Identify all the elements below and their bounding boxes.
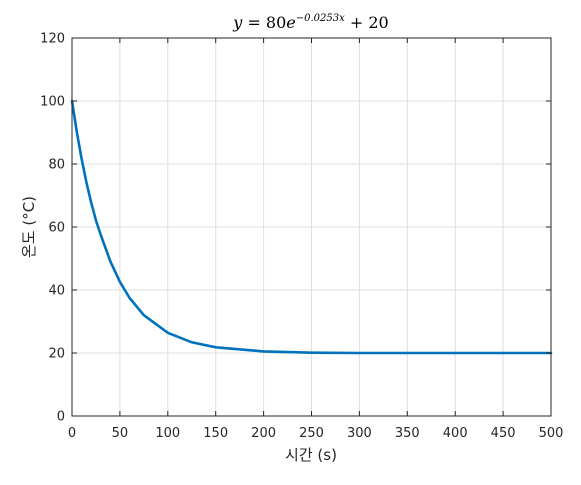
series-layer xyxy=(70,99,553,355)
y-tick-label: 0 xyxy=(57,410,65,425)
x-tick-label: 450 xyxy=(491,426,516,441)
y-tick-label: 60 xyxy=(48,221,65,236)
title-constant: 20 xyxy=(368,13,388,32)
x-tick-label: 400 xyxy=(443,426,468,441)
x-tick-label: 200 xyxy=(251,426,276,441)
title-coefficient: 80 xyxy=(266,13,286,32)
y-tick-label: 40 xyxy=(48,284,65,299)
title-plus: + xyxy=(345,13,369,32)
x-tick-label: 0 xyxy=(68,426,76,441)
y-tick-label: 80 xyxy=(48,158,65,173)
chart-title: y = 80e−0.0253x + 20 xyxy=(232,13,388,32)
y-tick-label: 20 xyxy=(48,347,65,362)
y-axis-label: 온도 (°C) xyxy=(20,196,38,258)
x-tick-label: 100 xyxy=(155,426,180,441)
ticks: 0 50 100 150 200 250 300 350 400 450 500 0 20 40 60 80 1… xyxy=(40,32,563,442)
title-equals: = xyxy=(242,13,266,32)
x-tick-label: 150 xyxy=(203,426,228,441)
x-tick-label: 350 xyxy=(395,426,420,441)
series-line xyxy=(70,99,553,355)
x-tick-label: 300 xyxy=(347,426,372,441)
x-tick-label: 500 xyxy=(539,426,564,441)
x-tick-label: 250 xyxy=(299,426,324,441)
title-exponent: −0.0253x xyxy=(296,13,345,24)
title-lhs: y xyxy=(232,13,243,32)
title-base: e xyxy=(286,13,295,32)
x-axis-label: 시간 (s) xyxy=(285,446,337,464)
y-tick-label: 120 xyxy=(40,32,65,47)
x-tick-label: 50 xyxy=(112,426,129,441)
y-tick-label: 100 xyxy=(40,95,65,110)
